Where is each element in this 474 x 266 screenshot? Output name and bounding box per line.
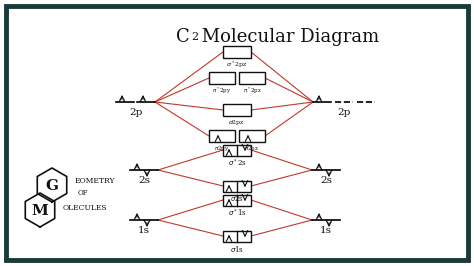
Bar — [209, 130, 235, 142]
Bar — [223, 231, 251, 242]
Text: OLECULES: OLECULES — [63, 204, 108, 212]
Text: $\pi^*$2pz: $\pi^*$2pz — [243, 86, 262, 96]
Text: 2s: 2s — [138, 176, 150, 185]
Text: OF: OF — [78, 189, 89, 197]
Text: $\sigma$2s: $\sigma$2s — [230, 194, 244, 203]
Text: $\pi$2py: $\pi$2py — [214, 144, 230, 153]
Text: Molecular Diagram: Molecular Diagram — [196, 28, 379, 46]
Bar — [209, 72, 235, 84]
Text: $\sigma^*$1s: $\sigma^*$1s — [228, 208, 246, 219]
Bar — [239, 72, 265, 84]
Bar — [223, 46, 251, 58]
Text: 1s: 1s — [138, 226, 150, 235]
Text: $\sigma$1s: $\sigma$1s — [230, 244, 244, 254]
Text: C: C — [176, 28, 190, 46]
Bar — [239, 130, 265, 142]
Bar — [223, 104, 251, 116]
Text: 1s: 1s — [320, 226, 332, 235]
Bar — [223, 181, 251, 192]
Text: $\pi^*$2py: $\pi^*$2py — [212, 86, 232, 96]
Text: G: G — [46, 179, 58, 193]
Text: EOMETRY: EOMETRY — [75, 177, 116, 185]
Text: 2p: 2p — [129, 108, 143, 117]
Bar — [223, 144, 251, 156]
Text: 2s: 2s — [320, 176, 332, 185]
Text: 2p: 2p — [337, 108, 351, 117]
Text: $\pi$2pz: $\pi$2pz — [245, 144, 260, 153]
Bar — [223, 194, 251, 206]
Text: 2: 2 — [191, 32, 198, 42]
Text: $\sigma^*$2s: $\sigma^*$2s — [228, 158, 246, 169]
Text: $\sigma$2pz: $\sigma$2pz — [228, 118, 246, 127]
Text: $\sigma^*$2pz: $\sigma^*$2pz — [227, 60, 247, 70]
Text: M: M — [32, 204, 48, 218]
